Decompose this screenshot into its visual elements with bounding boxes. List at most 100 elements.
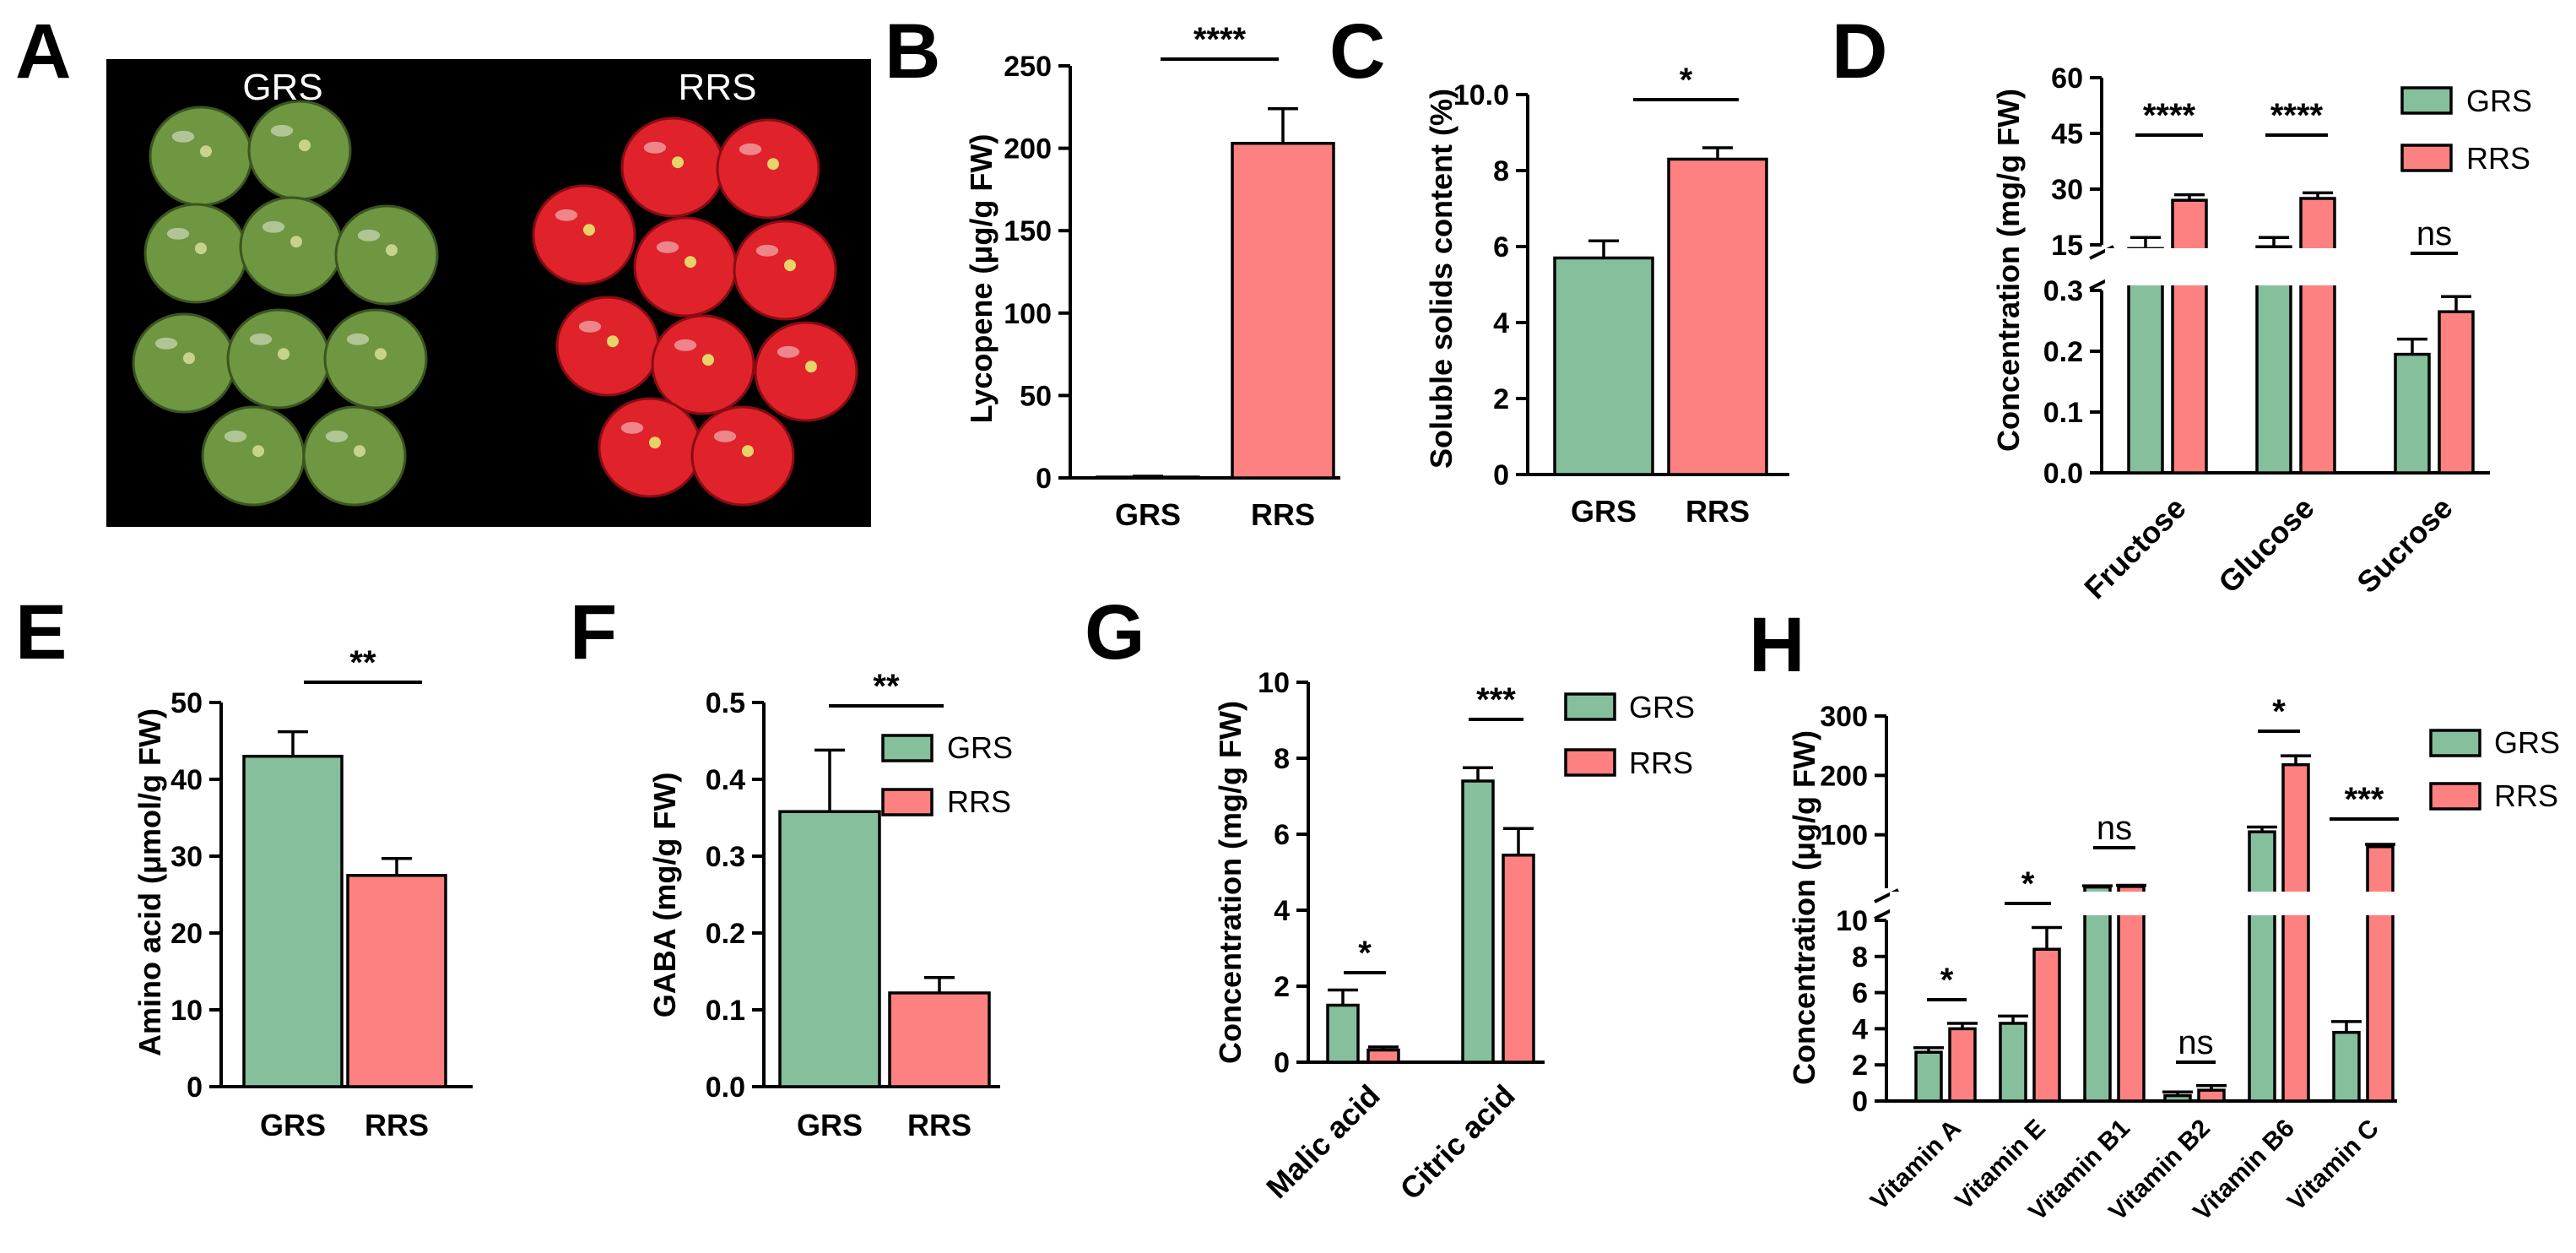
x-tick-label: Malic acid [1259, 1078, 1387, 1206]
legend-swatch-grs [2429, 729, 2481, 757]
legend-label-rrs: RRS [1629, 746, 1693, 780]
significance-label: **** [2270, 97, 2324, 134]
legend-label-rrs: RRS [2466, 141, 2530, 176]
y-tick-label: 2 [1493, 383, 1509, 415]
red-fruit-group [532, 117, 858, 507]
y-tick-label: 30 [2051, 174, 2083, 206]
ylabel-gaba: GABA (mg/g FW) [647, 773, 682, 1018]
fruit-stem-scar [195, 242, 207, 255]
red-tomato [716, 118, 820, 220]
green-tomato [302, 405, 407, 507]
fruit-highlight [643, 141, 667, 154]
y-tick-label: 0 [1852, 1086, 1868, 1118]
y-tick-label: 60 [2051, 62, 2083, 95]
bar-grs [1326, 1003, 1360, 1064]
significance-label: * [1358, 935, 1372, 972]
x-tick-label: Sucrose [2350, 491, 2459, 599]
bar-grs [1461, 779, 1495, 1064]
panel-letter-e: E [15, 589, 67, 675]
y-tick-label: 0.3 [706, 841, 745, 873]
bar-grs [778, 810, 881, 1088]
significance-label: **** [2143, 97, 2196, 134]
significance-label: ns [2178, 1024, 2213, 1061]
y-tick-label: 8 [1852, 941, 1868, 974]
y-tick-label: 0 [1036, 463, 1052, 495]
significance-label: *** [2345, 781, 2384, 818]
x-tick-label: GRS [260, 1108, 326, 1142]
legend-label-grs: GRS [1629, 690, 1695, 724]
fruit-stem-scar [767, 158, 779, 171]
bar-rrs [2366, 845, 2395, 1103]
fruit-highlight [171, 130, 195, 143]
y-tick-label: 300 [1820, 701, 1868, 733]
y-tick-label: 0.4 [706, 764, 745, 796]
fruit-highlight [270, 124, 294, 137]
fruit-highlight [674, 339, 697, 351]
bar-rrs [2117, 885, 2146, 1103]
ylabel-vitamins: Concentration (μg/g FW) [1787, 730, 1821, 1085]
fruit-stem-scar [252, 445, 264, 458]
y-tick-label: 10 [170, 995, 203, 1027]
bar-rrs [2438, 310, 2475, 475]
y-tick-label: 0.2 [706, 918, 745, 950]
fruit-highlight [713, 430, 737, 442]
x-tick-label: Glucose [2211, 491, 2320, 599]
y-tick-label: 0.2 [2043, 336, 2083, 368]
x-tick-label: GRS [1115, 497, 1181, 532]
significance-label: * [2021, 865, 2035, 903]
ylabel-organic-acids: Concentration (mg/g FW) [1213, 701, 1247, 1064]
y-tick-label: 40 [170, 764, 203, 796]
y-tick-label: 6 [1274, 819, 1290, 851]
y-tick-label: 0.1 [706, 995, 745, 1027]
bar-rrs [1366, 1048, 1400, 1064]
legend-f: GRS RRS [881, 730, 1013, 819]
y-tick-label: 6 [1493, 231, 1509, 263]
fruit-highlight [755, 244, 779, 257]
ylabel-soluble-solids: Soluble solids content (%) [1424, 89, 1458, 469]
photo-label-rrs: RRS [679, 67, 757, 108]
fruit-stem-scar [386, 244, 398, 257]
bar-rrs [2032, 947, 2061, 1103]
significance-label: ** [873, 668, 900, 705]
panel-a: A GRS RRS [15, 8, 871, 527]
y-tick-label: 0 [187, 1071, 203, 1104]
green-tomato [239, 196, 344, 297]
bar-rrs [1502, 854, 1535, 1064]
red-tomato [651, 314, 755, 415]
ylabel-sugars: Concentration (mg/g FW) [1991, 89, 2026, 452]
x-tick-label: RRS [1686, 494, 1750, 529]
y-tick-label: 0.3 [2043, 275, 2083, 307]
y-tick-label: 8 [1274, 743, 1290, 775]
legend-label-rrs: RRS [2494, 778, 2558, 813]
fruit-highlight [578, 320, 602, 333]
fruit-stem-scar [742, 445, 754, 458]
y-tick-label: 200 [1820, 760, 1868, 792]
y-tick-label: 20 [170, 918, 203, 950]
y-tick-label: 15 [2051, 230, 2083, 262]
y-tick-label: 0 [1274, 1047, 1290, 1079]
bar-grs [1914, 1050, 1943, 1103]
panel-letter-a: A [15, 8, 71, 95]
fruit-stem-scar [583, 224, 595, 236]
y-tick-label: 10.0 [1453, 79, 1509, 111]
fruit-stem-scar [607, 335, 619, 348]
fruit-stem-scar [375, 348, 387, 361]
y-tick-label: 6 [1852, 978, 1868, 1010]
bar-rrs [2197, 1088, 2226, 1103]
fruit-highlight [777, 345, 800, 358]
y-tick-label: 100 [1820, 820, 1868, 852]
y-tick-label: 0.0 [706, 1071, 745, 1104]
legend-swatch-rrs [2429, 782, 2481, 811]
panel-letter-d: D [1832, 8, 1887, 95]
bar-grs [2248, 830, 2276, 1103]
fruit-highlight [166, 227, 190, 240]
y-tick-label: 4 [1852, 1013, 1868, 1045]
bar-rrs [1948, 1027, 1977, 1103]
fruit-stem-scar [290, 236, 302, 248]
fruit-stem-scar [805, 361, 817, 373]
legend-g: GRS RRS [1564, 690, 1695, 780]
x-tick-label: Citric acid [1394, 1078, 1522, 1207]
bar-grs [2332, 1030, 2361, 1103]
bar-grs [2083, 885, 2112, 1103]
